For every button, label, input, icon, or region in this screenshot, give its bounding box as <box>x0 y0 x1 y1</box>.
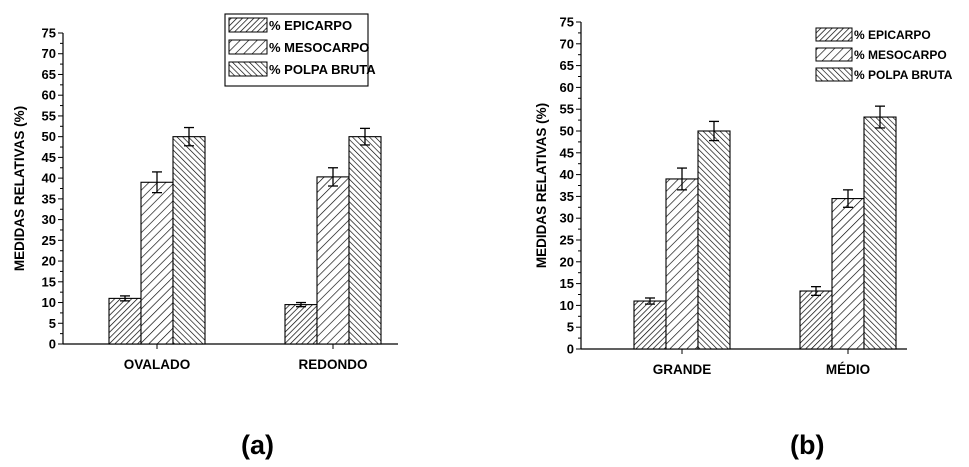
legend-label-1: % EPICARPO <box>269 18 352 33</box>
y-tick-label: 0 <box>567 342 574 357</box>
y-tick-label: 45 <box>42 150 56 165</box>
y-tick-label: 60 <box>560 80 574 95</box>
legend-swatch-1 <box>815 27 853 42</box>
bar-2-2 <box>831 198 865 350</box>
legend-swatch-3 <box>815 67 853 82</box>
x-tick-label-ovalado: OVALADO <box>124 357 191 372</box>
y-tick-label: 40 <box>560 167 574 182</box>
legend-swatch-1 <box>228 17 268 33</box>
legend-swatch-2 <box>815 47 853 62</box>
y-tick-label: 5 <box>567 320 574 335</box>
legend-label-1: % EPICARPO <box>854 28 931 42</box>
y-tick-label: 0 <box>49 337 56 352</box>
chart-panel-a: 0 5 10 15 20 25 30 35 40 45 50 55 60 65 70 75 MEDIDAS RE… <box>12 13 398 372</box>
y-tick-label: 60 <box>42 88 56 103</box>
x-tick-label-grande: GRANDE <box>653 362 712 377</box>
y-tick-label: 25 <box>560 233 574 248</box>
legend-label-3: % POLPA BRUTA <box>269 62 376 77</box>
y-tick-label: 70 <box>560 36 574 51</box>
y-tick-label: 10 <box>560 298 574 313</box>
legend-label-3: % POLPA BRUTA <box>854 68 953 82</box>
y-axis-title: MEDIDAS RELATIVAS (%) <box>534 103 549 268</box>
y-tick-label: 75 <box>42 26 56 41</box>
bar-3-1 <box>697 130 731 350</box>
y-tick-label: 45 <box>560 145 574 160</box>
x-tick-label-médio: MÉDIO <box>826 362 870 377</box>
bar-3-2 <box>863 116 897 350</box>
legend: % EPICARPO % MESOCARPO % POLPA BRUTA <box>224 13 376 87</box>
y-tick-label: 30 <box>42 212 56 227</box>
y-tick-label: 55 <box>42 108 56 123</box>
y-tick-label: 10 <box>42 295 56 310</box>
y-tick-label: 20 <box>42 254 56 269</box>
legend-swatch-2 <box>228 39 268 55</box>
legend-label-2: % MESOCARPO <box>269 40 369 55</box>
y-tick-label: 5 <box>49 316 56 331</box>
y-tick-label: 65 <box>42 67 56 82</box>
y-tick-label: 55 <box>560 102 574 117</box>
y-tick-label: 50 <box>560 124 574 139</box>
bar-1-1 <box>633 300 667 350</box>
bar-2-2 <box>316 176 350 345</box>
y-tick-label: 50 <box>42 129 56 144</box>
panel-label-b: (b) <box>790 430 825 460</box>
legend-swatch-3 <box>228 61 268 77</box>
panel-label-a: (a) <box>241 430 274 460</box>
legend-label-2: % MESOCARPO <box>854 48 947 62</box>
y-tick-label: 40 <box>42 171 56 186</box>
y-tick-label: 30 <box>560 211 574 226</box>
chart-panel-b: 0 5 10 15 20 25 30 35 40 45 50 55 60 65 70 75 MEDIDAS RE… <box>534 15 953 378</box>
y-axis-title: MEDIDAS RELATIVAS (%) <box>12 106 27 271</box>
bar-3-1 <box>172 136 206 345</box>
bar-1-1 <box>108 297 142 345</box>
y-tick-label: 15 <box>42 274 56 289</box>
legend: % EPICARPO % MESOCARPO % POLPA BRUTA <box>815 27 953 82</box>
bar-3-2 <box>348 136 382 345</box>
y-tick-label: 65 <box>560 58 574 73</box>
y-tick-label: 35 <box>42 191 56 206</box>
y-tick-label: 75 <box>560 15 574 30</box>
y-tick-label: 25 <box>42 233 56 248</box>
y-tick-label: 35 <box>560 189 574 204</box>
y-tick-label: 70 <box>42 46 56 61</box>
bar-1-2 <box>799 290 833 350</box>
x-tick-label-redondo: REDONDO <box>298 357 367 372</box>
bar-2-1 <box>665 178 699 350</box>
bar-1-2 <box>284 304 318 345</box>
y-tick-label: 20 <box>560 254 574 269</box>
bar-2-1 <box>140 181 174 345</box>
y-tick-label: 15 <box>560 276 574 291</box>
